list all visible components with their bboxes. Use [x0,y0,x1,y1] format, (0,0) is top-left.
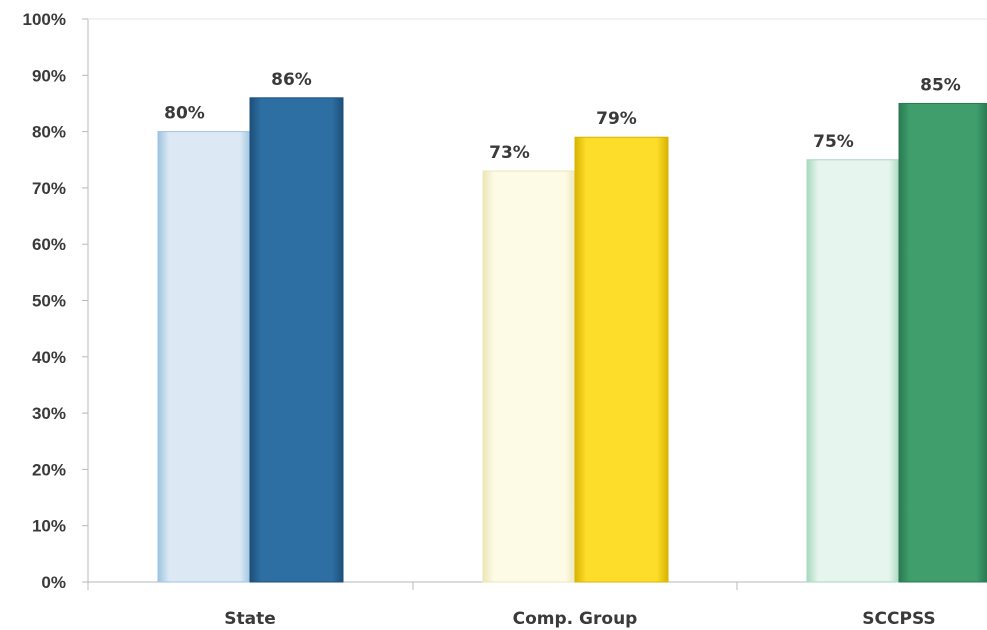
data-label: 79% [596,109,637,129]
y-tick-label: 70% [32,179,66,198]
bars [157,97,987,583]
y-tick-label: 0% [41,573,66,592]
bar-state-dark [249,97,344,583]
y-tick-label: 50% [32,292,66,311]
y-tick-label: 30% [32,404,66,423]
data-label: 85% [920,75,961,95]
bar-sccpss-light [806,159,901,583]
y-tick-label: 40% [32,348,66,367]
data-label: 73% [489,143,530,163]
bar-sccpss-dark [898,102,987,583]
data-labels: 80% 86% 73% 79% 75% 85% [164,70,961,163]
y-tick-label: 20% [32,460,66,479]
y-tick-label: 100% [23,10,66,29]
bar-comp-group-light [482,170,577,583]
y-tick-label: 90% [32,66,66,85]
bar-state-light [157,131,252,583]
bar-comp-group-dark [574,136,669,583]
data-label: 86% [271,70,312,90]
y-tick-label: 80% [32,123,66,142]
data-label: 80% [164,104,205,124]
y-tick-label: 60% [32,235,66,254]
axes: 0% 10% 20% 30% 40% 50% 60% 70% 80% 90% 100% State Co… [23,10,987,629]
y-tick-label: 10% [32,517,66,536]
category-label: SCCPSS [862,609,935,629]
category-label: Comp. Group [513,609,638,629]
category-label: State [224,609,276,629]
data-label: 75% [813,132,854,152]
